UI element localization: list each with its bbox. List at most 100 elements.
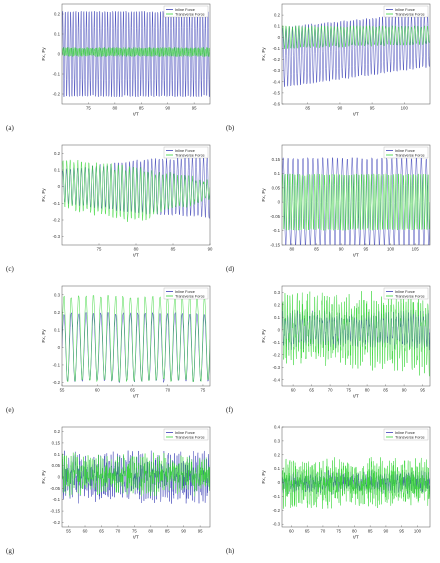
series-line	[62, 294, 210, 383]
legend-label: Inline Force	[175, 8, 195, 12]
y-tick-label: -0.1	[53, 201, 61, 206]
y-tick-label: -0.2	[53, 380, 61, 385]
x-tick-label: 95	[370, 106, 375, 111]
y-tick-label: -0.1	[273, 46, 281, 51]
legend-label: Transverse Force	[175, 153, 205, 157]
y-tick-label: -0.1	[273, 228, 281, 233]
x-tick-label: 65	[309, 388, 314, 393]
y-tick-label: -0.3	[53, 234, 61, 239]
panel-c: 75 80 85 90 -0.3 -0.2 -0.1 0 0.1 0.2 t/T Fx, Fy Inli…	[0, 141, 220, 281]
x-tick-label: 95	[363, 247, 368, 252]
x-tick-label: 85	[305, 106, 310, 111]
panel-g: 55 60 65 70 75 80 85 90 95 -0.2 -0.15 -0.1 -0.05 0 0.0…	[0, 423, 220, 563]
y-tick-label: 0.3	[274, 438, 281, 443]
legend-label: Transverse Force	[175, 294, 205, 298]
x-tick-label: 105	[412, 247, 420, 252]
x-tick-label: 100	[414, 529, 422, 534]
x-tick-label: 85	[383, 388, 388, 393]
y-tick-label: -0.1	[273, 340, 281, 345]
y-tick-label: -0.2	[53, 218, 61, 223]
x-tick-label: 85	[171, 247, 176, 252]
panel-label: (h)	[226, 547, 235, 555]
x-tick-label: 55	[66, 529, 71, 534]
y-tick-label: -0.2	[273, 352, 281, 357]
x-tick-label: 80	[112, 106, 117, 111]
y-tick-label: -0.2	[53, 520, 61, 525]
y-tick-label: 0.4	[274, 425, 281, 430]
y-tick-label: 0.3	[54, 292, 61, 297]
y-axis-label: Fx, Fy	[41, 188, 47, 202]
x-tick-label: 90	[339, 247, 344, 252]
panel-label: (a)	[6, 124, 14, 132]
y-tick-label: -0.2	[273, 508, 281, 513]
plot-frame	[281, 144, 431, 246]
x-tick-label: 65	[305, 529, 310, 534]
legend-label: Inline Force	[175, 149, 195, 153]
panel-b: 85 90 95 100 -0.6 -0.5 -0.4 -0.3 -0.2 -0.1 0 0.1 0.2…	[220, 0, 440, 140]
x-tick-label: 95	[198, 529, 203, 534]
x-tick-label: 85	[314, 247, 319, 252]
y-tick-label: 0.2	[54, 151, 61, 156]
plot-frame	[61, 285, 211, 387]
y-tick-label: -0.3	[273, 68, 281, 73]
chart-f: 60 65 70 75 80 85 90 95 -0.4 -0.3 -0.2 -0.1 0 0.1 0.2 0…	[261, 285, 431, 400]
y-tick-label: 0.3	[274, 290, 281, 295]
legend-label: Transverse Force	[395, 12, 425, 16]
x-tick-label: 60	[289, 529, 294, 534]
series-line	[282, 24, 430, 50]
y-tick-label: -0.6	[273, 102, 281, 107]
panel-label: (d)	[226, 265, 235, 273]
y-axis-label: Fx, Fy	[261, 470, 267, 484]
x-tick-label: 80	[289, 247, 294, 252]
x-axis-label: t/T	[353, 253, 359, 259]
panel-label: (g)	[6, 547, 15, 555]
y-tick-label: 0.2	[274, 13, 281, 18]
y-tick-label: 0	[278, 200, 281, 205]
y-tick-label: -0.15	[50, 509, 60, 514]
panel-h: 60 65 70 75 80 85 90 95 100 -0.3 -0.2 -0.1 0 0.1 0.2 0.…	[220, 423, 440, 563]
x-tick-label: 85	[368, 529, 373, 534]
y-tick-label: 0.2	[274, 452, 281, 457]
y-tick-label: 0.1	[54, 327, 61, 332]
y-tick-label: 0.15	[272, 157, 281, 162]
x-axis-label: t/T	[133, 535, 139, 541]
y-tick-label: 0	[58, 475, 61, 480]
y-tick-label: 0.15	[52, 440, 61, 445]
legend-label: Transverse Force	[175, 435, 205, 439]
y-tick-label: 0	[278, 327, 281, 332]
series-line	[282, 12, 430, 87]
x-axis-label: t/T	[353, 112, 359, 118]
chart-g: 55 60 65 70 75 80 85 90 95 -0.2 -0.15 -0.1 -0.05 0 0.0…	[41, 426, 211, 541]
y-axis-label: Fx, Fy	[261, 329, 267, 343]
y-tick-label: -0.2	[273, 57, 281, 62]
x-tick-label: 95	[192, 106, 197, 111]
series-line	[62, 46, 210, 58]
y-tick-label: 0.1	[274, 466, 281, 471]
chart-h: 60 65 70 75 80 85 90 95 100 -0.3 -0.2 -0.1 0 0.1 0.2 0.…	[261, 425, 431, 541]
plot-frame	[281, 285, 431, 387]
x-tick-label: 85	[139, 106, 144, 111]
x-tick-label: 90	[181, 529, 186, 534]
x-tick-label: 75	[86, 106, 91, 111]
series-line	[282, 290, 430, 377]
plot-frame	[281, 3, 431, 105]
y-axis-label: Fx, Fy	[41, 470, 47, 484]
y-tick-label: 0	[278, 35, 281, 40]
chart-e: 55 60 65 70 75 -0.2 -0.1 0 0.1 0.2 0.3 t/T Fx, Fy Inl…	[41, 285, 211, 400]
x-axis-label: t/T	[353, 394, 359, 400]
y-tick-label: 0.2	[54, 429, 61, 434]
x-tick-label: 90	[338, 106, 343, 111]
x-tick-label: 75	[346, 388, 351, 393]
x-tick-label: 75	[97, 247, 102, 252]
x-tick-label: 70	[116, 529, 121, 534]
y-tick-label: -0.4	[273, 377, 281, 382]
panel-a: 75 80 85 90 95 -0.2 -0.1 0 0.1 0.2 t/T Fx, Fy Inline…	[0, 0, 220, 140]
x-tick-label: 90	[402, 388, 407, 393]
y-axis-label: Fx, Fy	[261, 47, 267, 61]
x-tick-label: 90	[208, 247, 213, 252]
